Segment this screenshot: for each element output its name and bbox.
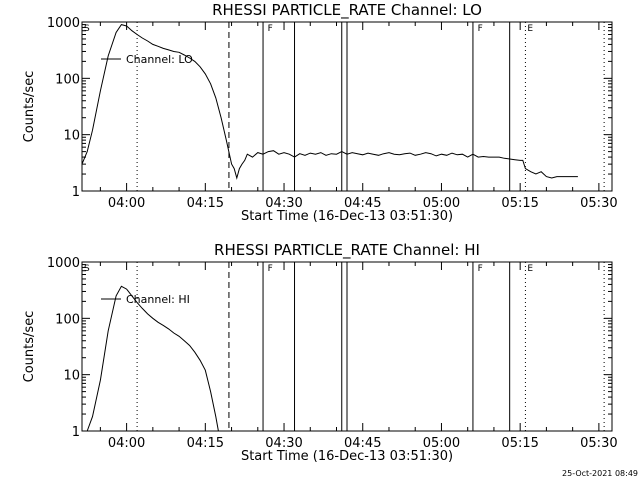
flag-label-e: E: [527, 24, 533, 34]
y-tick-label: 100: [55, 72, 80, 87]
x-tick-label: 05:00: [423, 196, 460, 211]
x-tick-label: 04:00: [108, 436, 145, 451]
y-axis-label: Counts/sec: [22, 71, 37, 143]
x-tick-label: 05:15: [501, 436, 538, 451]
x-tick-label: 04:45: [344, 436, 381, 451]
chart-panel-lo: RHESSI PARTICLE_RATE Channel: LO S F F E 1 10 1…: [22, 1, 618, 224]
y-tick-label: 10: [63, 129, 80, 144]
flag-label-s: S: [84, 24, 90, 34]
x-tick-label: 05:00: [423, 436, 460, 451]
flag-label-f: F: [268, 264, 273, 274]
footer-date: 25-Oct-2021 08:49: [562, 469, 638, 478]
x-tick-label: 04:15: [187, 436, 224, 451]
x-axis-label: Start Time (16-Dec-13 03:51:30): [241, 449, 453, 464]
x-tick-label: 05:15: [501, 196, 538, 211]
flag-label-f: F: [268, 24, 273, 34]
chart-title: RHESSI PARTICLE_RATE Channel: HI: [214, 241, 480, 260]
y-tick-label: 1: [72, 425, 80, 440]
legend-label: Channel: LO: [126, 53, 193, 66]
y-tick-label: 10: [63, 369, 80, 384]
chart-panel-hi: RHESSI PARTICLE_RATE Channel: HI S F F E 1 10 1…: [22, 241, 618, 464]
y-tick-label: 1000: [47, 256, 80, 271]
series-line-0: [81, 24, 578, 180]
y-tick-label: 1000: [47, 16, 80, 31]
legend-label: Channel: HI: [126, 293, 190, 306]
flag-label-e: E: [527, 264, 533, 274]
x-tick-label: 04:15: [187, 196, 224, 211]
y-tick-label: 100: [55, 312, 80, 327]
flag-label-f: F: [478, 264, 483, 274]
x-axis-label: Start Time (16-Dec-13 03:51:30): [241, 209, 453, 224]
x-tick-label: 04:45: [344, 196, 381, 211]
y-tick-label: 1: [72, 185, 80, 200]
flag-label-s: S: [84, 264, 90, 274]
chart-title: RHESSI PARTICLE_RATE Channel: LO: [212, 1, 482, 20]
x-tick-label: 04:00: [108, 196, 145, 211]
flag-label-f: F: [478, 24, 483, 34]
x-tick-label: 05:30: [580, 196, 617, 211]
x-tick-label: 04:30: [265, 436, 302, 451]
series-line-0: [86, 285, 219, 432]
y-axis-label: Counts/sec: [22, 311, 37, 383]
x-tick-label: 04:30: [265, 196, 302, 211]
x-tick-label: 05:30: [580, 436, 617, 451]
